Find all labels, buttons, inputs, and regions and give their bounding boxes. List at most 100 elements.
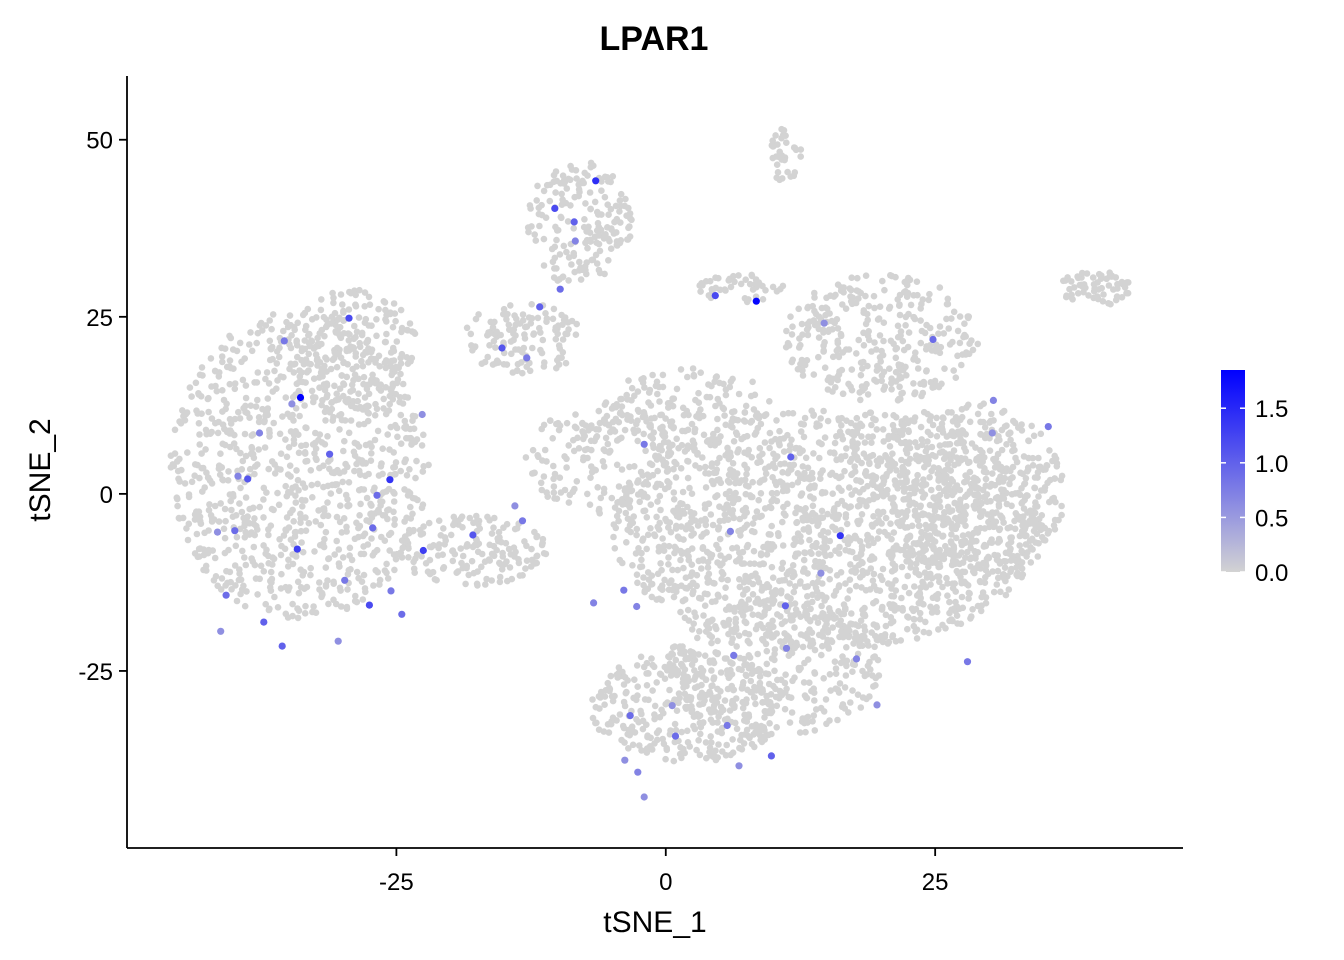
cell-point (848, 300, 856, 308)
cell-point (606, 685, 614, 693)
cell-point (862, 292, 869, 300)
cell-point (377, 381, 385, 389)
cell-point (337, 603, 345, 610)
cell-point (433, 576, 440, 584)
cell-point (528, 301, 535, 308)
cell-point (982, 562, 990, 569)
cell-point (316, 579, 323, 586)
cell-point (821, 545, 828, 553)
cell-point (610, 533, 617, 541)
cell-point (390, 508, 397, 516)
cell-point (789, 410, 797, 417)
cell-point (889, 632, 897, 639)
cell-point (246, 341, 253, 348)
cell-point (718, 575, 725, 583)
cell-point (715, 526, 722, 533)
cell-point (266, 605, 273, 613)
cell-point (897, 328, 905, 335)
cell-point (725, 277, 732, 284)
cell-point (355, 421, 363, 428)
cell-point (846, 285, 853, 292)
cell-point (879, 426, 887, 433)
cell-point (355, 533, 362, 541)
cell-point (246, 465, 254, 473)
cell-point (321, 362, 328, 370)
cell-point (919, 578, 926, 586)
cell-point (219, 358, 226, 366)
cell-point (612, 202, 620, 210)
cell-point (1043, 462, 1051, 470)
cell-point (847, 620, 854, 627)
cell-point (976, 507, 984, 515)
cell-point (659, 371, 667, 379)
cell-point (846, 576, 854, 583)
cell-point (429, 568, 437, 576)
cell-point (207, 430, 214, 438)
cell-point (710, 753, 717, 761)
cell-point (904, 572, 911, 580)
cell-point (567, 202, 574, 209)
cell-point (227, 427, 234, 434)
cell-point (590, 162, 597, 169)
cell-point (282, 436, 289, 443)
cell-point (1022, 541, 1030, 548)
cell-point (799, 517, 807, 524)
cell-point (359, 596, 367, 603)
cell-point (617, 395, 624, 403)
cell-point (981, 525, 989, 532)
cell-point (910, 380, 917, 387)
cell-point (939, 414, 947, 421)
cell-point (616, 197, 624, 204)
cell-point (560, 242, 568, 250)
cell-point (866, 658, 873, 666)
cell-point (892, 577, 899, 584)
cell-point (702, 676, 710, 684)
cell-point (824, 417, 832, 425)
cell-point (709, 521, 717, 529)
cell-point (633, 525, 641, 533)
cell-point (732, 695, 740, 702)
cell-point (670, 489, 678, 496)
cell-point (242, 561, 250, 569)
cell-point (292, 492, 299, 500)
cell-point (881, 411, 889, 419)
cell-point (174, 502, 181, 510)
cell-point (242, 382, 250, 389)
cell-point (929, 536, 936, 543)
cell-point (781, 576, 789, 584)
cell-point (566, 491, 574, 499)
cell-point (350, 376, 357, 384)
cell-point (631, 676, 638, 683)
cell-point (366, 301, 374, 309)
cell-point (769, 574, 777, 581)
cell-point (933, 559, 940, 567)
cell-point (600, 485, 608, 493)
cell-point (905, 589, 913, 597)
cell-point (933, 433, 941, 440)
cell-point (763, 660, 771, 668)
cell-point (740, 560, 748, 567)
cell-point (680, 411, 688, 419)
cell-point (294, 319, 302, 327)
cell-point (690, 579, 697, 587)
cell-point (623, 688, 630, 696)
cell-point (770, 450, 777, 458)
cell-point (412, 474, 419, 482)
cell-point (564, 218, 572, 225)
cell-point (755, 414, 763, 422)
cell-point (407, 515, 415, 522)
cell-point (938, 380, 945, 388)
cell-point (879, 277, 886, 285)
cell-point (670, 465, 677, 473)
cell-point (708, 639, 715, 647)
cell-point (671, 549, 678, 557)
cell-point (808, 407, 815, 415)
cell-point (561, 486, 569, 494)
cell-point (688, 661, 696, 668)
cell-point (631, 729, 639, 736)
cell-point (807, 483, 815, 490)
cell-point (247, 450, 255, 458)
cell-point (173, 458, 181, 465)
cell-point (948, 507, 956, 514)
cell-point (769, 143, 777, 150)
